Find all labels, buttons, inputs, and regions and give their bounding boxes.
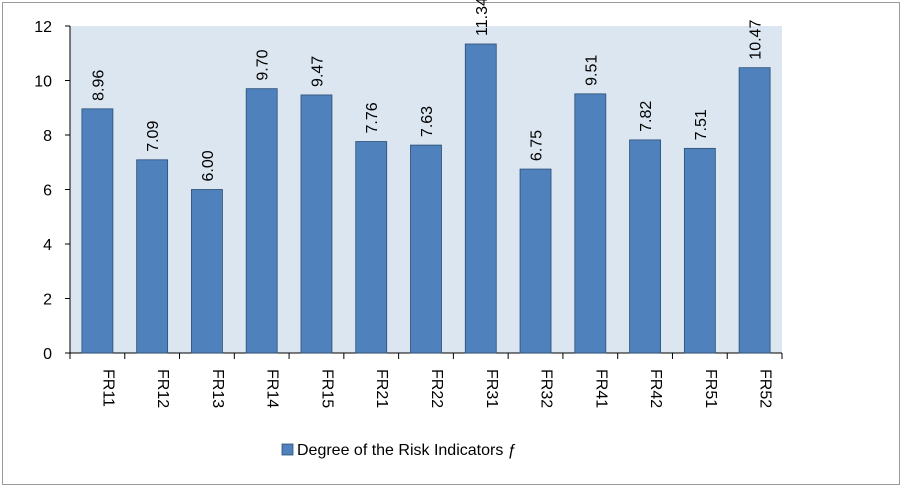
bar-fr52 (738, 67, 771, 354)
x-tick-label: FR13 (209, 369, 226, 408)
bar-fr32 (519, 168, 552, 354)
y-tick-label: 10 (34, 74, 52, 91)
bar-series (81, 43, 771, 354)
x-tick-label: FR21 (373, 369, 390, 408)
data-label: 6.00 (200, 150, 217, 181)
bar-fr11 (81, 108, 114, 354)
data-label: 9.51 (583, 55, 600, 86)
bar-fr22 (410, 144, 442, 354)
bar-fr12 (136, 159, 169, 354)
legend: Degree of the Risk Indicators ƒ (281, 442, 517, 459)
x-axis: FR11 FR12 FR13 FR14 FR15 FR21 FR22 FR31 FR32 FR41… (69, 352, 783, 408)
x-tick-label: FR11 (99, 369, 116, 407)
x-tick-label: FR41 (592, 369, 609, 408)
legend-swatch (281, 443, 294, 456)
y-tick-label: 8 (43, 128, 52, 145)
bar-fr31 (464, 43, 497, 354)
bar-fr21 (355, 141, 388, 354)
bar-fr15 (300, 94, 333, 354)
y-tick-label: 6 (43, 183, 52, 200)
bar-fr51 (683, 147, 716, 354)
data-label: 7.63 (419, 106, 436, 137)
x-tick-label: FR51 (702, 369, 719, 408)
bar-fr13 (191, 189, 223, 354)
x-tick-label: FR14 (264, 369, 281, 408)
x-tick-label: FR32 (538, 369, 555, 408)
y-tick-label: 0 (43, 346, 52, 363)
y-axis: 0 2 4 6 8 10 12 (34, 19, 71, 363)
data-label: 7.76 (364, 102, 381, 133)
x-tick-label: FR15 (318, 369, 335, 408)
data-label: 7.82 (638, 101, 655, 132)
data-label: 7.51 (693, 109, 710, 140)
data-label: 6.75 (529, 130, 546, 161)
data-label: 9.47 (309, 56, 326, 87)
data-label: 7.09 (145, 121, 162, 152)
x-tick-label: FR12 (154, 369, 171, 408)
legend-label: Degree of the Risk Indicators ƒ (297, 442, 517, 459)
x-tick-label: FR22 (428, 369, 445, 408)
data-label: 11.34 (474, 0, 491, 36)
x-tick-label: FR31 (483, 369, 500, 408)
data-label: 9.70 (255, 49, 272, 80)
data-label: 8.96 (90, 70, 107, 101)
data-label: 10.47 (748, 20, 765, 60)
y-tick-label: 4 (43, 237, 52, 254)
data-labels: 8.96 7.09 6.00 9.70 9.47 7.76 7.63 11.34 6.75 9.5… (90, 0, 764, 182)
bar-fr41 (574, 93, 607, 354)
bar-fr14 (245, 88, 278, 354)
y-tick-label: 12 (34, 19, 52, 36)
x-tick-label: FR52 (757, 369, 774, 408)
bar-fr42 (629, 139, 661, 354)
x-tick-label: FR42 (647, 369, 664, 408)
y-tick-label: 2 (43, 292, 52, 309)
